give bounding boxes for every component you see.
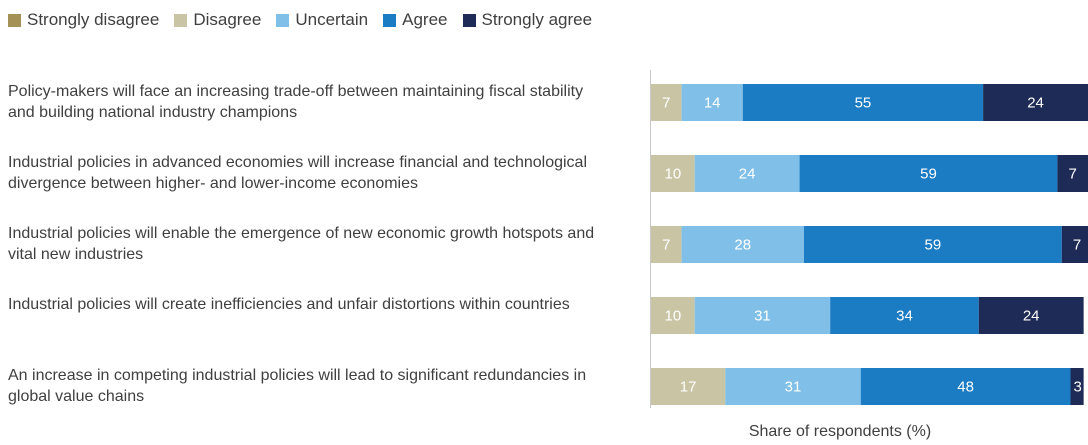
bar-segment — [681, 84, 743, 121]
statement-2: Industrial policies in advanced economie… — [8, 154, 587, 192]
data-label: 24 — [1027, 95, 1044, 112]
bar-segment — [742, 84, 984, 121]
data-label: 14 — [704, 95, 721, 112]
data-label: 7 — [662, 95, 670, 112]
legend-item-1: Strongly disagree — [8, 10, 159, 30]
legend-swatch — [383, 13, 397, 27]
bar-segment — [651, 368, 726, 405]
legend-label: Strongly agree — [481, 10, 593, 29]
chart-legend: Strongly disagree Disagree Uncertain Agree S… — [8, 10, 607, 30]
data-label: 55 — [855, 95, 872, 112]
bar-segment — [725, 368, 861, 405]
legend-swatch — [174, 13, 188, 27]
bar-segment — [978, 297, 1084, 334]
data-label: 10 — [665, 166, 682, 183]
bar-segment — [1070, 368, 1084, 405]
data-label: 24 — [1023, 308, 1040, 325]
bar-segment — [799, 155, 1058, 192]
bar-segment — [1061, 226, 1088, 263]
bar-segment — [651, 155, 695, 192]
legend-item-5: Strongly agree — [462, 10, 593, 30]
statement-1: Policy-makers will face an increasing tr… — [8, 83, 584, 121]
legend-label: Uncertain — [295, 10, 369, 29]
data-label: 34 — [896, 308, 913, 325]
legend-label: Disagree — [193, 10, 262, 29]
x-axis-label: Share of respondents (%) — [748, 423, 932, 440]
data-label: 7 — [662, 237, 670, 254]
bar-segment — [983, 84, 1088, 121]
bar-segment — [651, 84, 682, 121]
data-label: 31 — [754, 308, 771, 325]
bar-segment — [651, 297, 695, 334]
data-label: 3 — [1074, 379, 1082, 396]
legend-label: Agree — [402, 10, 448, 29]
legend-swatch — [8, 13, 21, 27]
legend-swatch — [462, 13, 476, 27]
legend-label: Strongly disagree — [27, 10, 160, 29]
data-label: 59 — [925, 237, 942, 254]
data-label: 24 — [739, 166, 756, 183]
data-label: 10 — [665, 308, 682, 325]
data-label: 28 — [734, 237, 751, 254]
bar-segment — [694, 155, 800, 192]
data-label: 48 — [957, 379, 974, 396]
data-label: 17 — [680, 379, 697, 396]
bar-segment — [860, 368, 1071, 405]
bar-segment — [803, 226, 1062, 263]
legend-item-4: Agree — [383, 10, 448, 30]
statement-4: Industrial policies will create ineffici… — [8, 296, 570, 313]
data-label: 7 — [1069, 166, 1077, 183]
bar-segment — [830, 297, 979, 334]
data-label: 7 — [1073, 237, 1081, 254]
legend-swatch — [276, 13, 290, 27]
legend-item-2: Disagree — [174, 10, 261, 30]
statement-5: An increase in competing industrial poli… — [8, 367, 587, 405]
bar-segment — [681, 226, 804, 263]
bar-segment — [1057, 155, 1088, 192]
bar-segment — [694, 297, 831, 334]
legend-item-3: Uncertain — [276, 10, 368, 30]
bar-segment — [651, 226, 682, 263]
data-label: 31 — [785, 379, 802, 396]
statement-3: Industrial policies will enable the emer… — [8, 225, 595, 263]
data-label: 59 — [920, 166, 937, 183]
